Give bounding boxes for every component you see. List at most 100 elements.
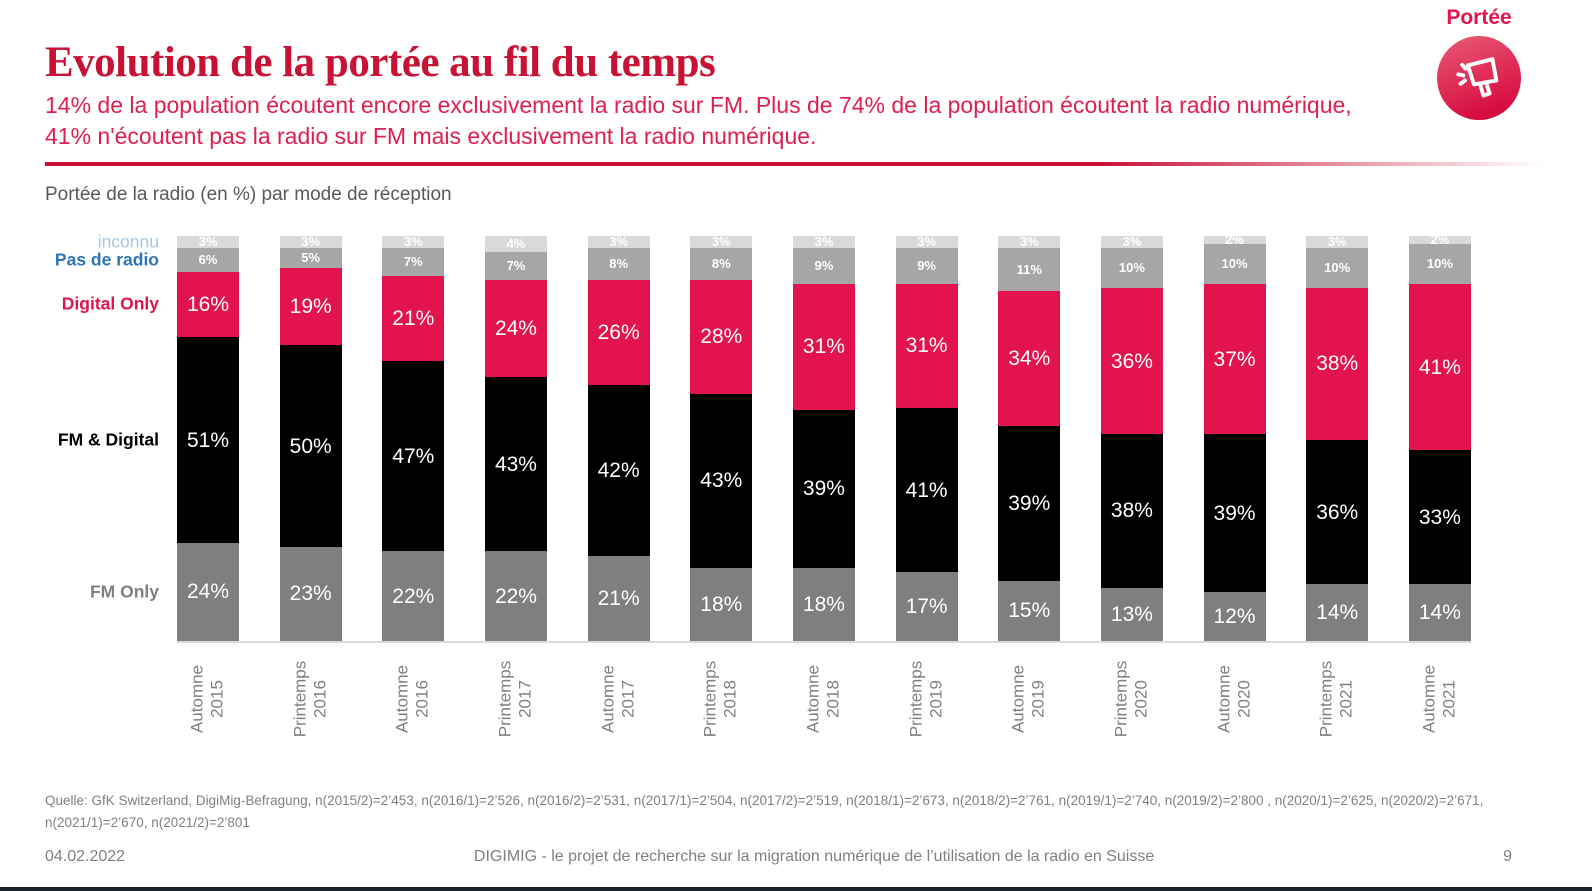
- chart-legend: inconnu Pas de radio Digital Only FM & Digi…: [40, 231, 165, 641]
- bar-segment-value: 14%: [1316, 600, 1359, 624]
- bar-segment-value: 41%: [1418, 355, 1461, 379]
- bar-segment-value: 18%: [700, 592, 743, 616]
- bar-segment-inconnu: 3%: [1100, 235, 1163, 248]
- bar-segment-fm-only: 22%: [382, 551, 445, 641]
- bar-segment-digital-only: 21%: [382, 276, 445, 362]
- bar-segment-fm-digital: 39%: [1203, 434, 1266, 592]
- bar-segment-digital-only: 31%: [792, 284, 855, 410]
- legend-pas-de-radio: Pas de radio: [54, 249, 159, 270]
- bar-segment-fm-only: 18%: [792, 567, 855, 641]
- bar-segment-value: 43%: [494, 452, 537, 476]
- bar-segment-value: 7%: [403, 254, 423, 270]
- bar-segment-value: 10%: [1426, 256, 1453, 272]
- bar-segment-value: 18%: [802, 592, 845, 616]
- bar-automne-2016: 3% 7% 21% 47% 22%: [382, 234, 445, 641]
- bar-automne-2018: 3% 9% 31% 39% 18%: [792, 235, 855, 641]
- bar-segment-value: 10%: [1324, 260, 1351, 276]
- footer: 04.02.2022 DIGIMIG - le projet de recher…: [45, 848, 1512, 866]
- legend-fm-only: FM Only: [89, 581, 159, 602]
- bar-segment-inconnu: 3%: [1306, 235, 1369, 248]
- bar-segment-value: 17%: [905, 594, 948, 618]
- bar-segment-fm-digital: 43%: [484, 377, 547, 552]
- bar-segment-fm-digital: 47%: [382, 361, 445, 552]
- bar-printemps-2020: 3% 10% 36% 38% 13%: [1100, 235, 1163, 641]
- bar-segment-inconnu: 3%: [792, 235, 855, 248]
- x-axis-label-automne-2016: Automne 2016: [392, 664, 433, 733]
- bar-segment-fm-only: 21%: [587, 555, 650, 641]
- bar-segment-pas-de-radio: 10%: [1306, 247, 1369, 288]
- bar-printemps-2017: 4% 7% 24% 43% 22%: [484, 235, 547, 641]
- bar-automne-2019: 3% 11% 34% 39% 15%: [998, 235, 1061, 641]
- x-axis-label-col: Automne 2017: [588, 643, 650, 755]
- x-axis-label-col: Automne 2019: [998, 643, 1060, 755]
- x-axis-label-printemps-2018: Printemps 2018: [700, 660, 741, 737]
- bar-segment-value: 31%: [905, 334, 948, 358]
- bar-segment-fm-only: 24%: [177, 543, 239, 641]
- x-axis-label-printemps-2019: Printemps 2019: [906, 660, 946, 737]
- bar-segment-inconnu: 3%: [998, 235, 1061, 248]
- x-axis-label-col: Printemps 2021: [1306, 643, 1368, 755]
- bar-segment-fm-only: 13%: [1100, 587, 1163, 641]
- bar-segment-fm-digital: 51%: [177, 336, 239, 544]
- plot-area: 3% 6% 16% 51% 24% 3% 5% 19% 50% 23% 3% 7% 21% 47% 22% 4…: [177, 232, 1471, 643]
- bar-segment-pas-de-radio: 10%: [1100, 247, 1163, 289]
- bar-segment-value: 14%: [1418, 600, 1461, 624]
- bar-segment-fm-only: 14%: [1306, 584, 1369, 641]
- x-axis-label-printemps-2016: Printemps 2016: [290, 660, 330, 737]
- bar-segment-value: 21%: [597, 586, 640, 610]
- x-axis-label-col: Printemps 2019: [896, 643, 958, 755]
- axis-spacer: [40, 643, 177, 755]
- bar-segment-value: 3%: [609, 234, 629, 250]
- bar-segment-value: 21%: [392, 307, 435, 331]
- bar-segment-value: 37%: [1213, 347, 1256, 371]
- bar-automne-2020: 2% 10% 37% 39% 12%: [1203, 233, 1266, 641]
- bar-segment-fm-digital: 43%: [690, 393, 753, 568]
- badge-label: Portée: [1446, 6, 1512, 29]
- bar-segment-value: 3%: [198, 234, 218, 250]
- bar-segment-value: 50%: [289, 434, 332, 458]
- bar-segment-fm-only: 23%: [279, 547, 342, 641]
- bar-segment-digital-only: 38%: [1306, 287, 1369, 441]
- bar-segment-pas-de-radio: 9%: [895, 247, 958, 284]
- bar-segment-value: 6%: [198, 252, 218, 268]
- bar-segment-value: 38%: [1316, 352, 1359, 376]
- bar-segment-value: 2%: [1430, 232, 1450, 248]
- legend-inconnu: inconnu: [97, 231, 159, 252]
- bar-segment-fm-digital: 33%: [1408, 450, 1471, 584]
- bar-segment-value: 5%: [301, 250, 321, 266]
- bar-segment-digital-only: 37%: [1203, 284, 1266, 435]
- red-divider: [45, 161, 1592, 166]
- bar-segment-digital-only: 16%: [177, 272, 239, 337]
- bar-segment-digital-only: 26%: [587, 280, 650, 386]
- bar-automne-2015: 3% 6% 16% 51% 24%: [177, 234, 239, 641]
- bar-segment-fm-only: 22%: [484, 551, 547, 641]
- bar-segment-pas-de-radio: 10%: [1408, 243, 1471, 285]
- x-axis-label-col: Automne 2020: [1204, 643, 1266, 755]
- footer-page-number: 9: [1503, 848, 1512, 865]
- bar-segment-fm-only: 12%: [1203, 591, 1266, 641]
- bottom-bar: [0, 887, 1592, 891]
- bar-segment-pas-de-radio: 5%: [279, 247, 342, 268]
- bar-printemps-2016: 3% 5% 19% 50% 23%: [279, 235, 342, 641]
- bar-segment-pas-de-radio: 9%: [792, 247, 855, 285]
- bar-segment-fm-only: 18%: [690, 567, 753, 641]
- bar-segment-pas-de-radio: 10%: [1203, 243, 1266, 285]
- x-axis-label-automne-2020: Automne 2020: [1214, 664, 1254, 733]
- source-line-1: Quelle: GfK Switzerland, DigiMig-Befragu…: [45, 793, 1484, 808]
- bar-segment-inconnu: 3%: [690, 235, 753, 248]
- x-axis-label-printemps-2020: Printemps 2020: [1111, 660, 1151, 737]
- bar-segment-inconnu: 3%: [177, 234, 239, 250]
- bar-segment-inconnu: 2%: [1408, 232, 1471, 248]
- bar-segment-value: 16%: [186, 292, 230, 316]
- x-axis-label-col: Automne 2021: [1409, 643, 1471, 755]
- bar-printemps-2018: 3% 8% 28% 43% 18%: [690, 235, 753, 641]
- bar-segment-value: 28%: [700, 325, 743, 349]
- bar-segment-value: 3%: [917, 234, 936, 250]
- bar-segment-value: 47%: [392, 444, 435, 468]
- bar-automne-2017: 3% 8% 26% 42% 21%: [587, 234, 650, 641]
- page-subtitle: 14% de la population écoutent encore exc…: [45, 92, 1352, 150]
- x-axis-label-automne-2017: Automne 2017: [598, 664, 638, 733]
- bar-segment-value: 3%: [403, 234, 423, 250]
- x-axis-label-col: Automne 2018: [793, 643, 855, 755]
